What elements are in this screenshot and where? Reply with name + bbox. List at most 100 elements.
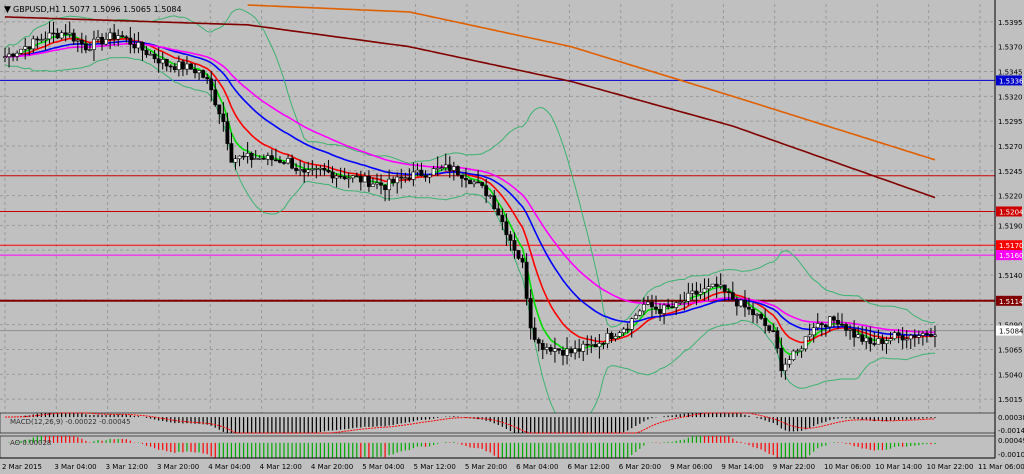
candle-body (803, 336, 808, 350)
candle-body (593, 344, 598, 348)
macd-signal-line (4, 412, 936, 434)
candle-body (265, 155, 270, 160)
macd-label: MACD(12,26,9) -0.00022 -0.00045 (10, 418, 131, 426)
candle-body (553, 348, 557, 352)
candle-body (233, 158, 238, 163)
candle-body (512, 240, 517, 251)
candle-body (310, 168, 315, 171)
candle-body (472, 181, 476, 185)
candle-body (302, 169, 307, 173)
candle-body (884, 340, 889, 345)
price-tick-label: 1.5370 (998, 44, 1023, 52)
candle-body (767, 325, 772, 331)
time-tick-label: 4 Mar 04:00 (208, 463, 250, 471)
price-tick-label: 1.5040 (998, 371, 1023, 379)
candle-body (346, 177, 351, 180)
candle-body (852, 328, 857, 338)
candle-body (371, 183, 375, 187)
chart-header: ▼ GBPUSD,H1 1.5077 1.5096 1.5065 1.5084 (4, 5, 182, 15)
time-tick-label: 4 Mar 12:00 (260, 463, 302, 471)
candle-body (730, 292, 735, 300)
candle-body (460, 174, 464, 179)
candle-body (217, 104, 222, 115)
ema-mid-line (4, 37, 936, 344)
time-tick-label: 6 Mar 20:00 (619, 463, 661, 471)
candle-body (577, 348, 582, 352)
candle-body (172, 66, 177, 71)
candle-body (654, 306, 658, 310)
candle-body (71, 32, 76, 42)
candle-body (678, 301, 683, 304)
candle-body (403, 177, 408, 179)
candle-body (152, 53, 157, 60)
candle-body (468, 179, 472, 185)
candle-body (747, 306, 751, 310)
ohlc-label: 1.5077 1.5096 1.5065 1.5084 (62, 5, 182, 14)
candle-body (253, 158, 258, 160)
candle-body (104, 38, 108, 45)
candle-body (205, 77, 210, 80)
candle-body (160, 59, 165, 64)
candle-body (933, 334, 937, 337)
ao-panel (0, 435, 996, 459)
candle-body (132, 44, 137, 49)
candle-body (690, 290, 695, 294)
candle-body (290, 158, 294, 169)
time-tick-label: 5 Mar 04:00 (362, 463, 404, 471)
price-tick-label: 1.5140 (998, 272, 1023, 280)
candle-body (197, 70, 201, 74)
candle-body (241, 155, 246, 158)
candle-body (249, 153, 254, 160)
candle-body (504, 221, 509, 235)
candle-body (920, 333, 925, 336)
price-tick-label: 1.5270 (998, 143, 1023, 151)
price-tick-label: 1.5065 (998, 346, 1023, 354)
candle-body (783, 363, 788, 372)
candle-body (836, 320, 840, 325)
candle-body (613, 336, 618, 339)
candle-body (375, 182, 379, 185)
candle-body (771, 330, 776, 332)
candle-body (63, 32, 68, 35)
candle-body (795, 350, 800, 353)
candle-body (116, 35, 121, 40)
candle-body (128, 37, 133, 45)
candle-body (609, 332, 614, 339)
candle-body (755, 313, 759, 316)
price-tick-label: 1.5015 (998, 396, 1023, 404)
price-tick-label: 1.5220 (998, 193, 1023, 201)
candle-body (334, 175, 339, 179)
candle-body (96, 36, 100, 40)
candle-body (79, 39, 84, 45)
candle-body (294, 167, 299, 171)
candle-body (407, 177, 412, 180)
candle-body (447, 164, 452, 171)
candle-body (439, 167, 444, 169)
price-level-tag-label: 1.5114 (999, 298, 1024, 306)
candle-body (819, 323, 824, 326)
candle-body (484, 185, 489, 197)
candle-body (282, 162, 286, 164)
candle-body (532, 327, 537, 340)
ema-fast-line (4, 33, 936, 356)
candlesticks (3, 21, 937, 380)
candle-body (844, 324, 848, 331)
candle-body (108, 32, 113, 40)
candle-body (650, 301, 654, 308)
candle-body (868, 337, 873, 344)
time-tick-label: 10 Mar 06:00 (824, 463, 871, 471)
candle-body (201, 70, 206, 78)
candle-body (354, 175, 359, 178)
candle-body (581, 343, 586, 352)
grid (0, 4, 995, 458)
candle-body (286, 158, 290, 164)
candle-body (548, 347, 553, 352)
candle-body (92, 38, 96, 50)
candle-body (435, 167, 440, 170)
candle-body (35, 38, 40, 41)
candle-body (569, 348, 573, 354)
candle-body (585, 343, 590, 346)
candle-body (925, 333, 929, 335)
